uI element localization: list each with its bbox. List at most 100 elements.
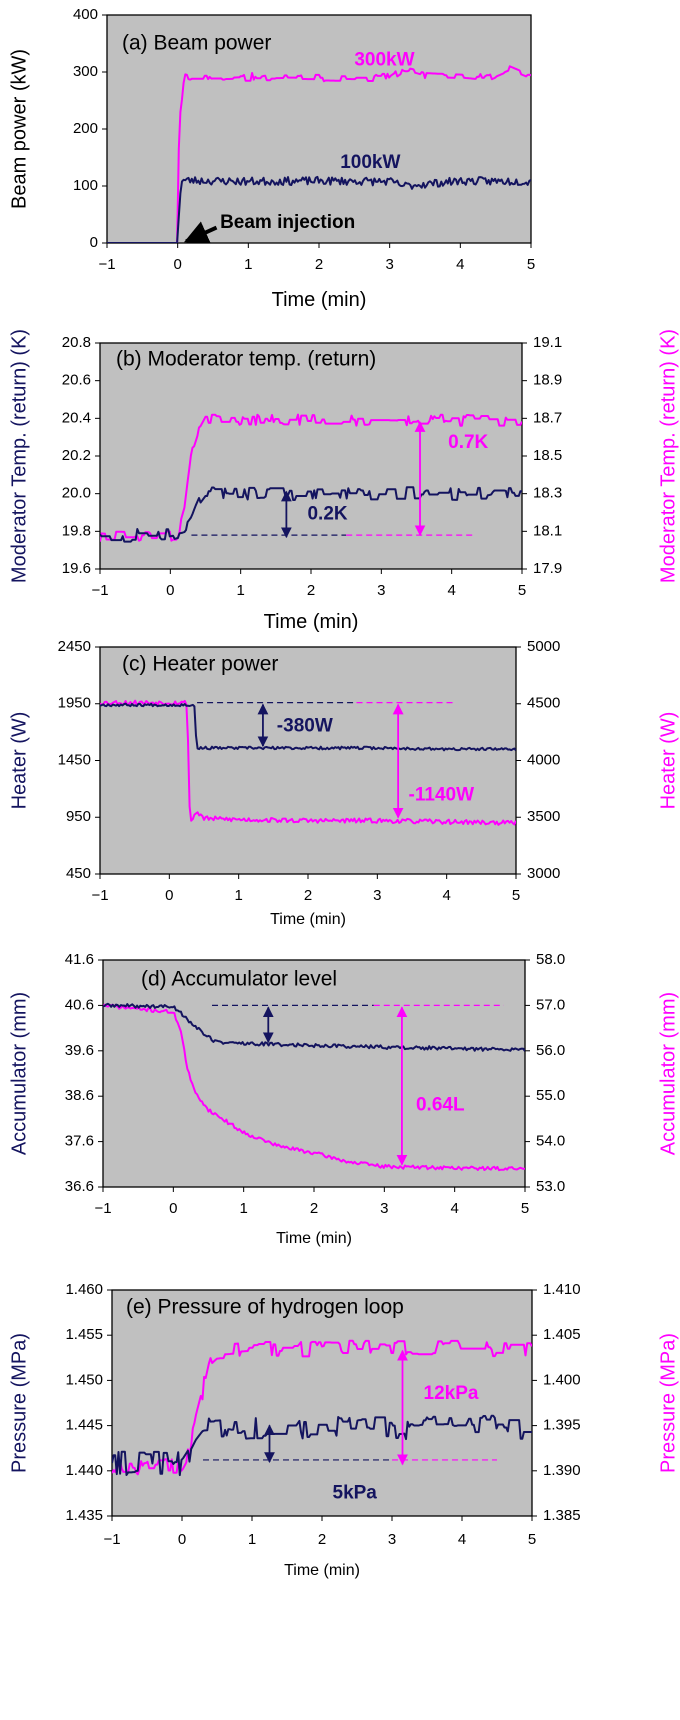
y-tick-label-left: 200 bbox=[73, 120, 98, 137]
x-axis-label: Time (min) bbox=[284, 1562, 360, 1579]
x-axis-label: Time (min) bbox=[270, 911, 346, 928]
panel-title: (a) Beam power bbox=[122, 32, 271, 55]
panel-b: (b) Moderator temp. (return) 19.6 19.8 20.0… bbox=[8, 329, 679, 633]
y-tick-label-right: 3500 bbox=[527, 808, 560, 825]
panel-title: (b) Moderator temp. (return) bbox=[116, 348, 376, 371]
plot-area bbox=[102, 959, 526, 1188]
y-axis-label-left: Pressure (MPa) bbox=[8, 1333, 30, 1473]
y-tick-label-right: 18.5 bbox=[533, 447, 562, 464]
y-tick-label-left: 300 bbox=[73, 63, 98, 80]
y-axis-label-right: Heater (W) bbox=[657, 712, 679, 810]
x-tick-label: 1 bbox=[236, 582, 244, 599]
y-tick-label-left: 40.6 bbox=[65, 996, 94, 1013]
y-tick-label-left: 0 bbox=[90, 234, 98, 251]
y-tick-label-left: 20.2 bbox=[62, 447, 91, 464]
y-tick-label-left: 39.6 bbox=[65, 1042, 94, 1059]
annotation-label: -1140W bbox=[409, 785, 475, 806]
y-tick-label-right: 1.390 bbox=[543, 1462, 581, 1479]
y-tick-label-right: 4500 bbox=[527, 695, 560, 712]
y-axis-label-left: Beam power (kW) bbox=[8, 49, 30, 209]
y-axis-label-left: Moderator Temp. (return) (K) bbox=[8, 329, 30, 583]
y-tick-label-right: 1.385 bbox=[543, 1507, 581, 1524]
x-tick-label: 3 bbox=[380, 1200, 388, 1217]
x-tick-label: 3 bbox=[373, 887, 381, 904]
x-tick-label: 0 bbox=[169, 1200, 177, 1217]
series-line-navy bbox=[100, 486, 522, 543]
x-tick-label: 2 bbox=[318, 1531, 326, 1548]
series-group bbox=[103, 1002, 525, 1172]
annotation-label: 300kW bbox=[354, 50, 414, 71]
panel-e: (e) Pressure of hydrogen loop 1.435 1.440 1… bbox=[8, 1281, 679, 1579]
y-axis-label-left: Heater (W) bbox=[8, 712, 30, 810]
annotation-arrow bbox=[183, 221, 218, 244]
y-tick-label-left: 1450 bbox=[58, 751, 91, 768]
x-tick-label: 0 bbox=[166, 582, 174, 599]
x-tick-label: 0 bbox=[165, 887, 173, 904]
y-axis-label-right: Pressure (MPa) bbox=[657, 1333, 679, 1473]
y-tick-label-right: 19.1 bbox=[533, 334, 562, 351]
y-tick-label-left: 20.4 bbox=[62, 409, 91, 426]
panel-c: (c) Heater power450950145019502450300035… bbox=[8, 638, 679, 928]
y-tick-label-right: 53.0 bbox=[536, 1178, 565, 1195]
y-tick-label-left: 36.6 bbox=[65, 1178, 94, 1195]
y-axis-label-right: Accumulator (mm) bbox=[657, 992, 679, 1155]
series-group bbox=[100, 699, 516, 826]
x-tick-label: 5 bbox=[527, 256, 535, 273]
x-tick-label: 2 bbox=[315, 256, 323, 273]
y-tick-label-left: 450 bbox=[66, 865, 91, 882]
y-tick-label-left: 20.0 bbox=[62, 485, 91, 502]
panel-title: (d) Accumulator level bbox=[141, 968, 337, 991]
panel-title: (c) Heater power bbox=[122, 653, 278, 676]
series-line-navy bbox=[100, 702, 516, 752]
y-tick-label-left: 950 bbox=[66, 808, 91, 825]
x-tick-label: 3 bbox=[388, 1531, 396, 1548]
x-tick-label: 1 bbox=[234, 887, 242, 904]
x-tick-label: 2 bbox=[310, 1200, 318, 1217]
y-tick-label-right: 18.9 bbox=[533, 372, 562, 389]
x-tick-label: 3 bbox=[385, 256, 393, 273]
annotation-label: 0.2K bbox=[307, 503, 347, 524]
x-tick-label: −1 bbox=[91, 582, 108, 599]
x-axis-label: Time (min) bbox=[264, 611, 359, 633]
y-tick-label-right: 57.0 bbox=[536, 996, 565, 1013]
y-tick-label-right: 56.0 bbox=[536, 1042, 565, 1059]
y-tick-label-left: 19.8 bbox=[62, 522, 91, 539]
x-tick-label: 4 bbox=[450, 1200, 458, 1217]
y-tick-label-right: 54.0 bbox=[536, 1133, 565, 1150]
x-tick-label: 1 bbox=[248, 1531, 256, 1548]
plot-area bbox=[99, 646, 517, 875]
x-tick-label: 0 bbox=[178, 1531, 186, 1548]
x-tick-label: −1 bbox=[94, 1200, 111, 1217]
y-tick-label-right: 1.410 bbox=[543, 1281, 581, 1298]
y-tick-label-right: 55.0 bbox=[536, 1087, 565, 1104]
plot-area bbox=[111, 1289, 533, 1517]
x-tick-label: 5 bbox=[512, 887, 520, 904]
x-tick-label: 3 bbox=[377, 582, 385, 599]
y-tick-label-left: 1950 bbox=[58, 695, 91, 712]
y-axis-label-right: Moderator Temp. (return) (K) bbox=[657, 329, 679, 583]
x-tick-label: −1 bbox=[103, 1531, 120, 1548]
y-tick-label-left: 37.6 bbox=[65, 1133, 94, 1150]
y-tick-label-left: 20.8 bbox=[62, 334, 91, 351]
x-tick-label: 4 bbox=[458, 1531, 466, 1548]
x-tick-label: −1 bbox=[91, 887, 108, 904]
x-tick-label: 4 bbox=[447, 582, 455, 599]
x-tick-label: 2 bbox=[304, 887, 312, 904]
x-tick-label: 1 bbox=[244, 256, 252, 273]
panel-d: (d) Accumulator level36.637.638.639.640.… bbox=[8, 951, 679, 1247]
y-tick-label-right: 17.9 bbox=[533, 560, 562, 577]
series-line-navy bbox=[112, 1414, 532, 1477]
y-tick-label-left: 400 bbox=[73, 6, 98, 23]
x-axis-label: Time (min) bbox=[276, 1230, 352, 1247]
y-tick-label-right: 58.0 bbox=[536, 951, 565, 968]
x-tick-label: 4 bbox=[456, 256, 464, 273]
x-tick-label: 5 bbox=[521, 1200, 529, 1217]
x-tick-label: 5 bbox=[518, 582, 526, 599]
series-line-navy bbox=[103, 1002, 525, 1052]
y-tick-label-left: 1.435 bbox=[65, 1507, 103, 1524]
series-line-magenta bbox=[107, 65, 531, 243]
y-tick-label-right: 4000 bbox=[527, 751, 560, 768]
series-line-magenta bbox=[100, 699, 516, 826]
series-line-magenta bbox=[103, 1003, 525, 1172]
